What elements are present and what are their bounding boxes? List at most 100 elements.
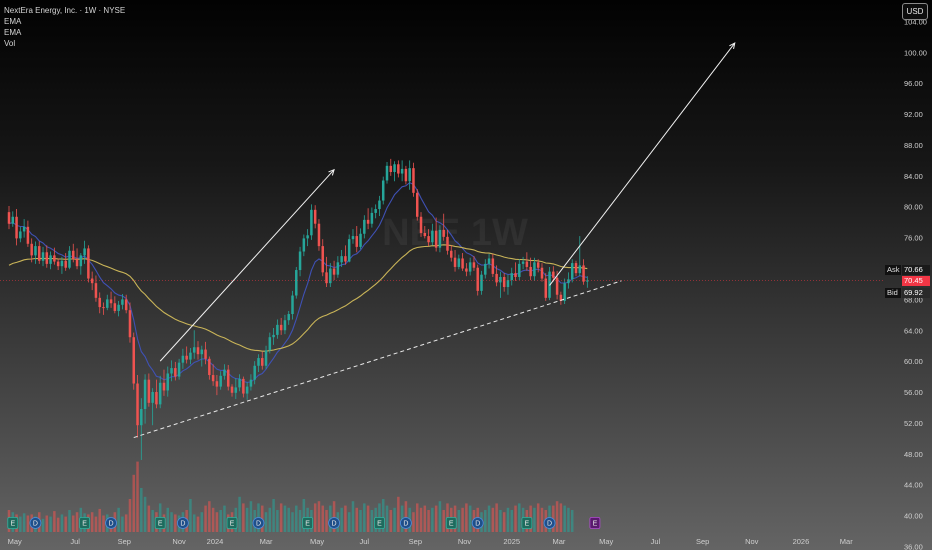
candle-body: [397, 164, 400, 174]
marker-label: E: [82, 521, 87, 528]
x-tick-label: Mar: [260, 537, 273, 546]
candle-body: [389, 165, 393, 172]
ema-fast-legend[interactable]: EMA: [4, 17, 22, 26]
volume-bar: [370, 510, 374, 532]
volume-bar: [363, 503, 366, 532]
candle-body: [563, 283, 566, 301]
volume-bar: [204, 505, 207, 532]
x-tick-label: Nov: [458, 537, 472, 546]
y-tick-label: 52.00: [904, 419, 923, 428]
dividend-icon: [471, 517, 484, 529]
candle-body: [22, 226, 26, 232]
earnings-marker[interactable]: E: [79, 517, 90, 529]
candle-body: [83, 248, 86, 256]
candle-body: [238, 378, 241, 388]
candle-body: [484, 263, 487, 275]
volume-bar: [245, 507, 249, 532]
candle-body: [261, 358, 264, 366]
candle-body: [472, 262, 476, 268]
candle-body: [60, 260, 64, 267]
dividend-marker[interactable]: D: [399, 517, 412, 529]
candle-body: [287, 314, 290, 321]
y-tick-label: 80.00: [904, 203, 923, 212]
dividend-marker[interactable]: D: [105, 517, 117, 529]
volume-bar: [56, 517, 60, 532]
earnings-marker[interactable]: E: [445, 517, 457, 529]
candle-body: [340, 256, 343, 263]
earnings-marker[interactable]: E: [7, 517, 19, 529]
earnings-icon: [302, 517, 314, 529]
ema-slow-legend[interactable]: EMA: [4, 28, 22, 37]
volume-bar: [355, 507, 359, 532]
earnings-marker[interactable]: E: [374, 517, 385, 529]
upcoming-marker[interactable]: E: [589, 517, 601, 529]
x-tick-label: Jul: [360, 537, 370, 546]
earnings-marker[interactable]: E: [154, 517, 166, 529]
volume-bar: [344, 505, 347, 532]
candle-body: [525, 261, 529, 267]
dividend-marker[interactable]: D: [29, 517, 42, 529]
dividend-icon: [252, 517, 265, 529]
y-tick-label: 88.00: [904, 141, 923, 150]
candle-body: [336, 262, 340, 275]
volume-bar: [121, 516, 124, 532]
candle-body: [211, 375, 215, 382]
volume-bar: [302, 499, 306, 532]
dividend-marker[interactable]: D: [176, 517, 189, 529]
volume-bar: [423, 505, 427, 532]
dividend-marker[interactable]: D: [543, 517, 556, 529]
candle-body: [170, 368, 173, 374]
candle-body: [499, 276, 502, 283]
bid-label: Bid: [885, 288, 901, 298]
dividend-icon: [105, 517, 117, 529]
volume-bar: [434, 505, 438, 532]
earnings-icon: [445, 517, 457, 529]
candle-body: [450, 250, 453, 258]
currency-button[interactable]: USD: [902, 3, 928, 20]
volume-bar: [276, 510, 279, 532]
marker-label: D: [475, 521, 480, 528]
dividend-marker[interactable]: D: [252, 517, 265, 529]
volume-bar: [502, 512, 506, 532]
earnings-marker[interactable]: E: [521, 517, 533, 529]
candle-body: [124, 299, 128, 311]
symbol-watermark: NEE 1W: [382, 212, 528, 254]
candle-body: [72, 250, 75, 260]
symbol-title[interactable]: NextEra Energy, Inc. · 1W · NYSE: [4, 6, 126, 15]
candle-body: [518, 263, 521, 277]
volume-bar: [431, 507, 434, 532]
dividend-marker[interactable]: D: [328, 517, 340, 529]
candle-body: [480, 274, 483, 291]
candle-body: [189, 352, 192, 360]
dividend-marker[interactable]: D: [471, 517, 484, 529]
candle-body: [234, 387, 238, 393]
earnings-marker[interactable]: E: [302, 517, 314, 529]
candle-body: [555, 277, 559, 295]
candle-body: [453, 257, 457, 267]
candle-body: [582, 265, 585, 282]
volume-bar: [49, 516, 52, 532]
volume-bar: [291, 512, 294, 532]
marker-label: D: [33, 521, 38, 528]
candle-body: [136, 383, 139, 426]
candle-body: [200, 349, 204, 355]
x-tick-label: 2024: [207, 537, 224, 546]
candle-body: [586, 280, 589, 282]
candle-body: [121, 299, 124, 305]
volume-legend[interactable]: Vol: [4, 39, 16, 48]
candle-body: [41, 252, 45, 261]
candle-body: [510, 273, 513, 281]
earnings-marker[interactable]: E: [226, 517, 238, 529]
candle-body: [317, 223, 321, 247]
candle-body: [404, 168, 408, 182]
candle-body: [45, 252, 49, 264]
volume-bars: [7, 461, 574, 532]
candle-body: [506, 280, 510, 288]
x-tick-label: Sep: [409, 537, 422, 546]
volume-bar: [211, 507, 215, 532]
volume-bar: [124, 514, 128, 532]
candle-body: [15, 216, 18, 239]
volume-bar: [196, 516, 200, 532]
